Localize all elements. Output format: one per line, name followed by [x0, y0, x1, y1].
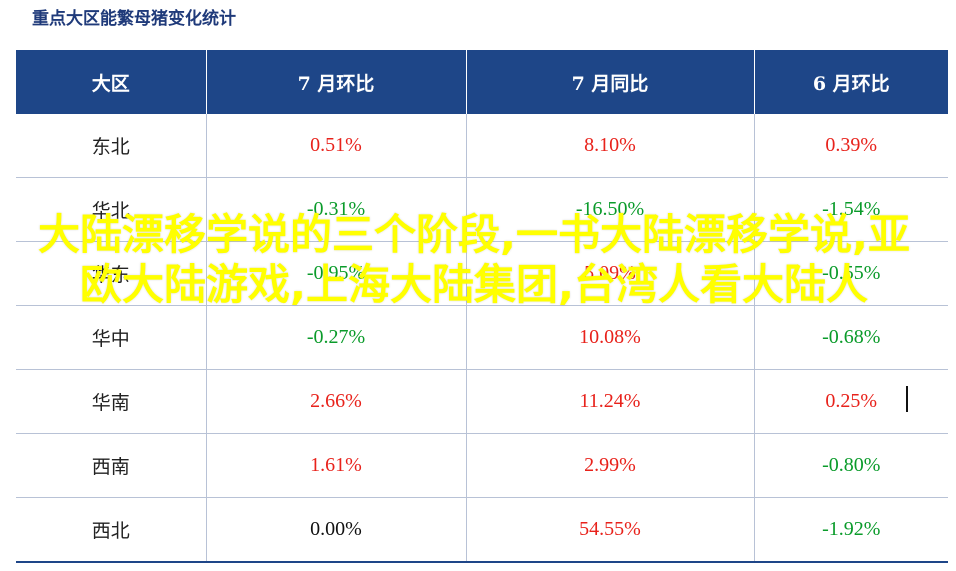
jul-yoy-cell: 54.55%: [465, 497, 754, 563]
jul-yoy-cell: 11.24%: [465, 369, 754, 434]
region-cell: 华中: [16, 305, 206, 370]
region-cell: 华北: [16, 177, 206, 242]
jul-mom-cell: 0.51%: [205, 114, 466, 178]
jul-mom-cell: 2.66%: [205, 369, 466, 434]
table-row: 东北 0.51% 8.10% 0.39%: [16, 114, 948, 178]
page-title: 重点大区能繁母猪变化统计: [32, 9, 236, 29]
jul-mom-cell: -0.31%: [205, 177, 466, 242]
text-cursor: [906, 386, 908, 412]
jun-mom-cell: -1.54%: [753, 177, 948, 242]
table-row: 西南 1.61% 2.99% -0.80%: [16, 433, 948, 498]
jul-yoy-cell: 8.10%: [465, 114, 754, 178]
jul-yoy-cell: 2.99%: [465, 433, 754, 498]
jun-mom-cell: -1.92%: [753, 497, 948, 563]
jun-mom-cell: 0.39%: [753, 114, 948, 178]
table-row: 华北 -0.31% -16.50% -1.54%: [16, 177, 948, 242]
table-header-row: 大区 7 月环比 7 月同比 6 月环比: [16, 50, 948, 114]
header-jun-mom: 6 月环比: [753, 50, 948, 114]
region-cell: 西北: [16, 497, 206, 563]
jul-yoy-cell: -16.50%: [465, 177, 754, 242]
jun-mom-cell: -0.55%: [753, 241, 948, 306]
jul-yoy-cell: 5.09%: [465, 241, 754, 306]
header-jul-mom: 7 月环比: [205, 50, 466, 114]
sow-stats-table: 大区 7 月环比 7 月同比 6 月环比 东北 0.51% 8.10% 0.39% 华北…: [16, 50, 948, 563]
region-cell: 东北: [16, 114, 206, 178]
jul-mom-cell: 1.61%: [205, 433, 466, 498]
header-jul-yoy: 7 月同比: [465, 50, 754, 114]
region-cell: 华东: [16, 241, 206, 306]
table-row: 华东 -0.95% 5.09% -0.55%: [16, 241, 948, 306]
jun-mom-cell: -0.68%: [753, 305, 948, 370]
jul-mom-cell: 0.00%: [205, 497, 466, 563]
region-cell: 华南: [16, 369, 206, 434]
region-cell: 西南: [16, 433, 206, 498]
header-region: 大区: [16, 50, 206, 114]
jun-mom-cell: 0.25%: [753, 369, 948, 434]
jul-yoy-cell: 10.08%: [465, 305, 754, 370]
table-row: 华南 2.66% 11.24% 0.25%: [16, 369, 948, 434]
table-row: 华中 -0.27% 10.08% -0.68%: [16, 305, 948, 370]
jun-mom-cell: -0.80%: [753, 433, 948, 498]
table-row: 西北 0.00% 54.55% -1.92%: [16, 497, 948, 563]
jul-mom-cell: -0.95%: [205, 241, 466, 306]
jul-mom-cell: -0.27%: [205, 305, 466, 370]
